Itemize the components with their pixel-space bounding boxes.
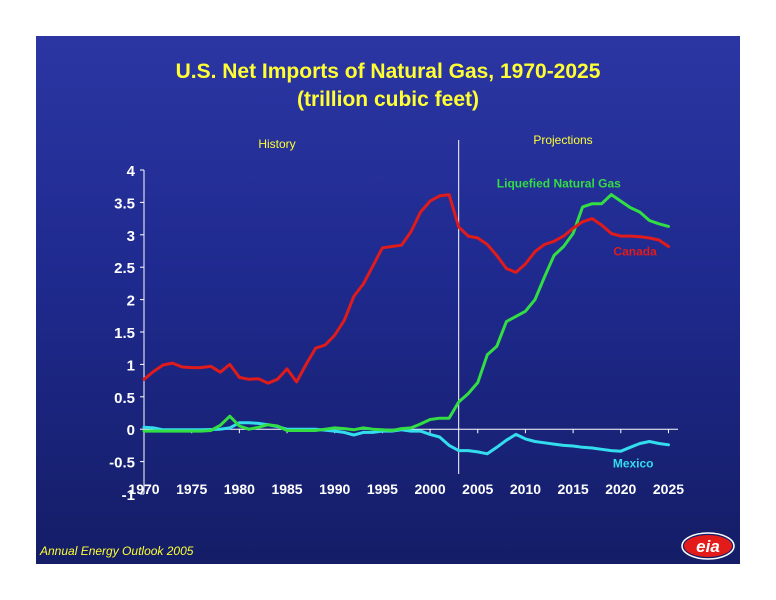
- x-tick-label: 1995: [367, 481, 398, 497]
- x-tick-label: 2000: [414, 481, 445, 497]
- y-tick-label: -1: [122, 487, 135, 504]
- x-tick-label: 1975: [176, 481, 207, 497]
- series-line-mexico: [142, 421, 670, 456]
- x-tick-label: 1970: [128, 481, 159, 497]
- y-tick-label: 3: [127, 228, 135, 245]
- projections-label: Projections: [533, 133, 592, 147]
- x-tick-label: 2010: [510, 481, 541, 497]
- y-tick-label: 1.5: [114, 325, 135, 342]
- eia-logo: eia: [681, 532, 735, 560]
- x-tick-label: 1985: [271, 481, 302, 497]
- footer-source: Annual Energy Outlook 2005: [40, 544, 194, 558]
- eia-logo-text: eia: [696, 537, 720, 556]
- y-tick-label: 3.5: [114, 195, 135, 212]
- eia-logo-ring: [681, 532, 735, 560]
- slide-background: U.S. Net Imports of Natural Gas, 1970-20…: [36, 36, 740, 564]
- y-tick-label: -0.5: [109, 455, 135, 472]
- y-tick-label: 0: [127, 422, 135, 439]
- y-tick-label: 2.5: [114, 260, 135, 277]
- x-tick-label: 1980: [224, 481, 255, 497]
- eia-logo-disc: [684, 535, 732, 557]
- x-tick-label: 1990: [319, 481, 350, 497]
- y-tick-label: 0.5: [114, 390, 135, 407]
- x-tick-label: 2005: [462, 481, 493, 497]
- series-label-mexico: Mexico: [613, 456, 654, 470]
- chart-title: U.S. Net Imports of Natural Gas, 1970-20…: [175, 60, 601, 83]
- line-chart: -1 -0.5 0 0.5 1 1.5 2 2.5 3 3.5 4 1970 1975 1980 1985 1…: [109, 133, 684, 504]
- history-label: History: [258, 137, 295, 151]
- y-tick-label: 1: [127, 357, 135, 374]
- chart-subtitle: (trillion cubic feet): [296, 88, 479, 111]
- y-tick-label: 2: [127, 293, 135, 310]
- x-tick-label: 2020: [605, 481, 636, 497]
- x-tick-label: 2015: [558, 481, 589, 497]
- series-line-canada: [142, 193, 670, 385]
- y-tick-label: 4: [127, 163, 136, 180]
- series-label-liquefied-natural-gas: Liquefied Natural Gas: [497, 176, 621, 190]
- x-tick-label: 2025: [653, 481, 684, 497]
- series-label-canada: Canada: [613, 245, 657, 259]
- series-line-liquefied-natural-gas: [142, 193, 670, 433]
